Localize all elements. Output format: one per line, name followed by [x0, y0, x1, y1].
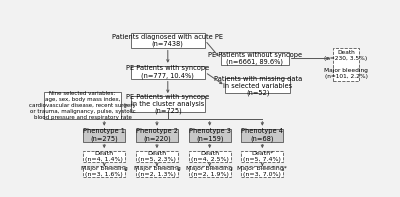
FancyBboxPatch shape	[44, 92, 121, 119]
FancyBboxPatch shape	[131, 66, 205, 79]
FancyBboxPatch shape	[83, 151, 125, 162]
FancyBboxPatch shape	[136, 166, 178, 177]
FancyBboxPatch shape	[242, 129, 283, 142]
Text: Death*
(n=5, 7.4%): Death* (n=5, 7.4%)	[244, 151, 281, 162]
FancyBboxPatch shape	[83, 166, 125, 177]
Text: Phenotype 2
(n=220): Phenotype 2 (n=220)	[136, 128, 178, 142]
FancyBboxPatch shape	[189, 129, 230, 142]
FancyBboxPatch shape	[136, 129, 178, 142]
Text: Death
(n=5, 2.3%): Death (n=5, 2.3%)	[138, 151, 176, 162]
FancyBboxPatch shape	[131, 96, 205, 112]
Text: Major bleeding
(n=2, 1.3%): Major bleeding (n=2, 1.3%)	[134, 166, 180, 177]
Text: Death
(n=230, 3.5%)

Major bleeding
(n=101, 2.2%): Death (n=230, 3.5%) Major bleeding (n=10…	[324, 50, 368, 79]
FancyBboxPatch shape	[333, 48, 359, 81]
FancyBboxPatch shape	[189, 166, 230, 177]
FancyBboxPatch shape	[83, 129, 125, 142]
FancyBboxPatch shape	[242, 166, 283, 177]
FancyBboxPatch shape	[189, 151, 230, 162]
Text: Patients with missing data
in selected variables
(n=52): Patients with missing data in selected v…	[214, 76, 302, 96]
Text: Phenotype 3
(n=159): Phenotype 3 (n=159)	[189, 128, 230, 142]
FancyBboxPatch shape	[242, 151, 283, 162]
Text: Major bleeding
(n=2, 1.9%): Major bleeding (n=2, 1.9%)	[186, 166, 233, 177]
Text: Phenotype 1
(n=275): Phenotype 1 (n=275)	[83, 128, 125, 142]
Text: Major bleeding*
(n=3, 7.0%): Major bleeding* (n=3, 7.0%)	[238, 166, 287, 177]
Text: Death
(n=4, 1.4%): Death (n=4, 1.4%)	[85, 151, 123, 162]
Text: Nine selected variables:
age, sex, body mass index,
cardiovascular disease, rece: Nine selected variables: age, sex, body …	[29, 91, 136, 120]
FancyBboxPatch shape	[136, 151, 178, 162]
FancyBboxPatch shape	[131, 33, 205, 47]
Text: PE Patients with syncope
(n=777, 10.4%): PE Patients with syncope (n=777, 10.4%)	[126, 65, 210, 79]
Text: Death
(n=4, 2.5%): Death (n=4, 2.5%)	[191, 151, 228, 162]
Text: Major bleeding
(n=3, 1.6%): Major bleeding (n=3, 1.6%)	[81, 166, 128, 177]
Text: PE Patients without syncope
(n=6661, 89.6%): PE Patients without syncope (n=6661, 89.…	[208, 52, 302, 65]
Text: PE Patients with syncope
in the cluster analysis
(n=725): PE Patients with syncope in the cluster …	[126, 94, 210, 114]
FancyBboxPatch shape	[220, 52, 289, 65]
Text: Phenotype 4
(n=68): Phenotype 4 (n=68)	[241, 128, 283, 142]
FancyBboxPatch shape	[225, 78, 290, 93]
Text: Patients diagnosed with acute PE
(n=7438): Patients diagnosed with acute PE (n=7438…	[112, 33, 223, 47]
